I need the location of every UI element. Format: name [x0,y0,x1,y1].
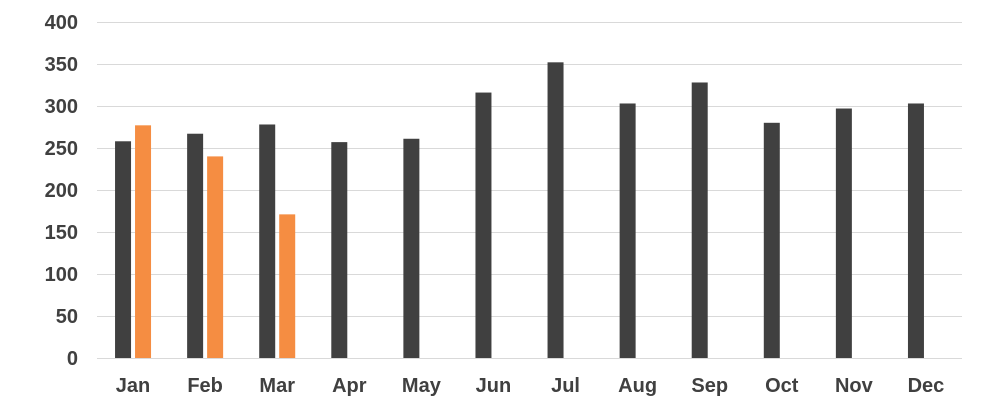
bar-dec-series-1 [907,103,924,358]
x-tick-label: Apr [332,375,367,397]
bar-jul-series-1 [547,62,564,358]
x-tick-label: May [402,375,442,397]
bar-mar-series-1 [259,124,276,358]
y-tick-label: 50 [56,306,78,328]
bar-sep-series-1 [691,82,708,358]
y-tick-label: 150 [45,222,78,244]
x-tick-label: Jul [551,375,580,397]
y-tick-label: 200 [45,180,78,202]
x-tick-label: Oct [765,375,799,397]
x-tick-label: Aug [618,375,657,397]
x-tick-label: Mar [259,375,295,397]
bar-nov-series-1 [835,108,852,359]
bar-may-series-1 [403,138,420,358]
bar-aug-series-1 [619,103,636,358]
y-tick-label: 100 [45,264,78,286]
bar-oct-series-1 [763,122,780,358]
bars [115,62,924,359]
bar-apr-series-1 [331,142,348,358]
x-tick-label: Jan [116,375,150,397]
y-tick-label: 400 [45,12,78,34]
gridlines [97,22,962,359]
bar-jan-series-1 [115,141,132,358]
y-tick-label: 350 [45,54,78,76]
x-tick-label: Nov [835,375,874,397]
bar-jan-series-2 [135,125,152,358]
x-tick-label: Dec [908,375,945,397]
y-tick-label: 250 [45,138,78,160]
y-tick-label: 300 [45,96,78,118]
bar-feb-series-1 [187,133,204,358]
x-tick-label: Jun [476,375,512,397]
bar-mar-series-2 [279,214,296,358]
x-tick-label: Feb [187,375,223,397]
bar-jun-series-1 [475,92,492,358]
y-tick-label: 0 [67,348,78,370]
x-tick-label: Sep [691,375,728,397]
x-axis-ticks: Jan Feb Mar Apr May Jun Jul Aug Sep Oct Nov Dec [116,375,945,397]
y-axis-ticks: 0 50 100 150 200 250 300 350 400 [45,12,78,370]
bar-feb-series-2 [207,156,224,358]
